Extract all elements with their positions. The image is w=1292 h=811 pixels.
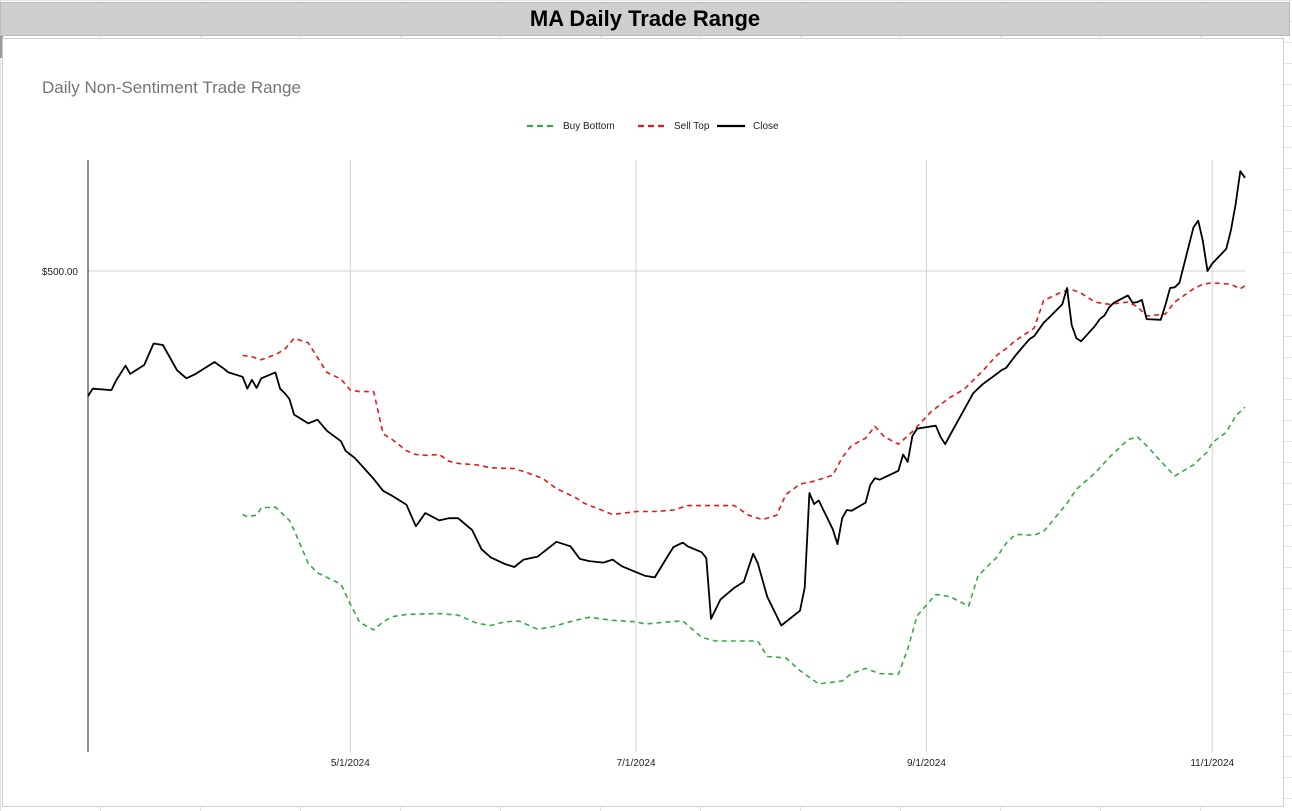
x-tick-label: 5/1/2024 xyxy=(331,758,370,769)
cell-corner-marker xyxy=(0,36,3,58)
legend-label: Sell Top xyxy=(674,121,710,132)
axes: 5/1/2024 7/1/2024 9/1/2024 11/1/2024 $500.00 xyxy=(42,160,1235,769)
legend-item-sell-top[interactable]: Sell Top xyxy=(638,121,710,132)
legend-item-buy-bottom[interactable]: Buy Bottom xyxy=(527,121,615,132)
x-tick-label: 9/1/2024 xyxy=(907,758,946,769)
series-line-sell-top xyxy=(242,281,1246,521)
gridlines xyxy=(88,160,1245,752)
legend[interactable]: Buy Bottom Sell Top Close xyxy=(527,121,779,132)
legend-label: Buy Bottom xyxy=(563,121,615,132)
chart-container[interactable] xyxy=(2,38,1284,807)
x-tick-label: 11/1/2024 xyxy=(1190,758,1234,769)
y-tick-label: $500.00 xyxy=(42,267,79,278)
legend-item-close[interactable]: Close xyxy=(717,121,779,132)
x-tick-label: 7/1/2024 xyxy=(617,758,656,769)
chart-title: Daily Non-Sentiment Trade Range xyxy=(42,78,301,97)
plot-area xyxy=(87,170,1246,685)
legend-label: Close xyxy=(753,121,779,132)
series-line-buy-bottom xyxy=(242,406,1246,685)
series-line-close xyxy=(87,170,1246,627)
sheet-header-title: MA Daily Trade Range xyxy=(0,2,1290,36)
